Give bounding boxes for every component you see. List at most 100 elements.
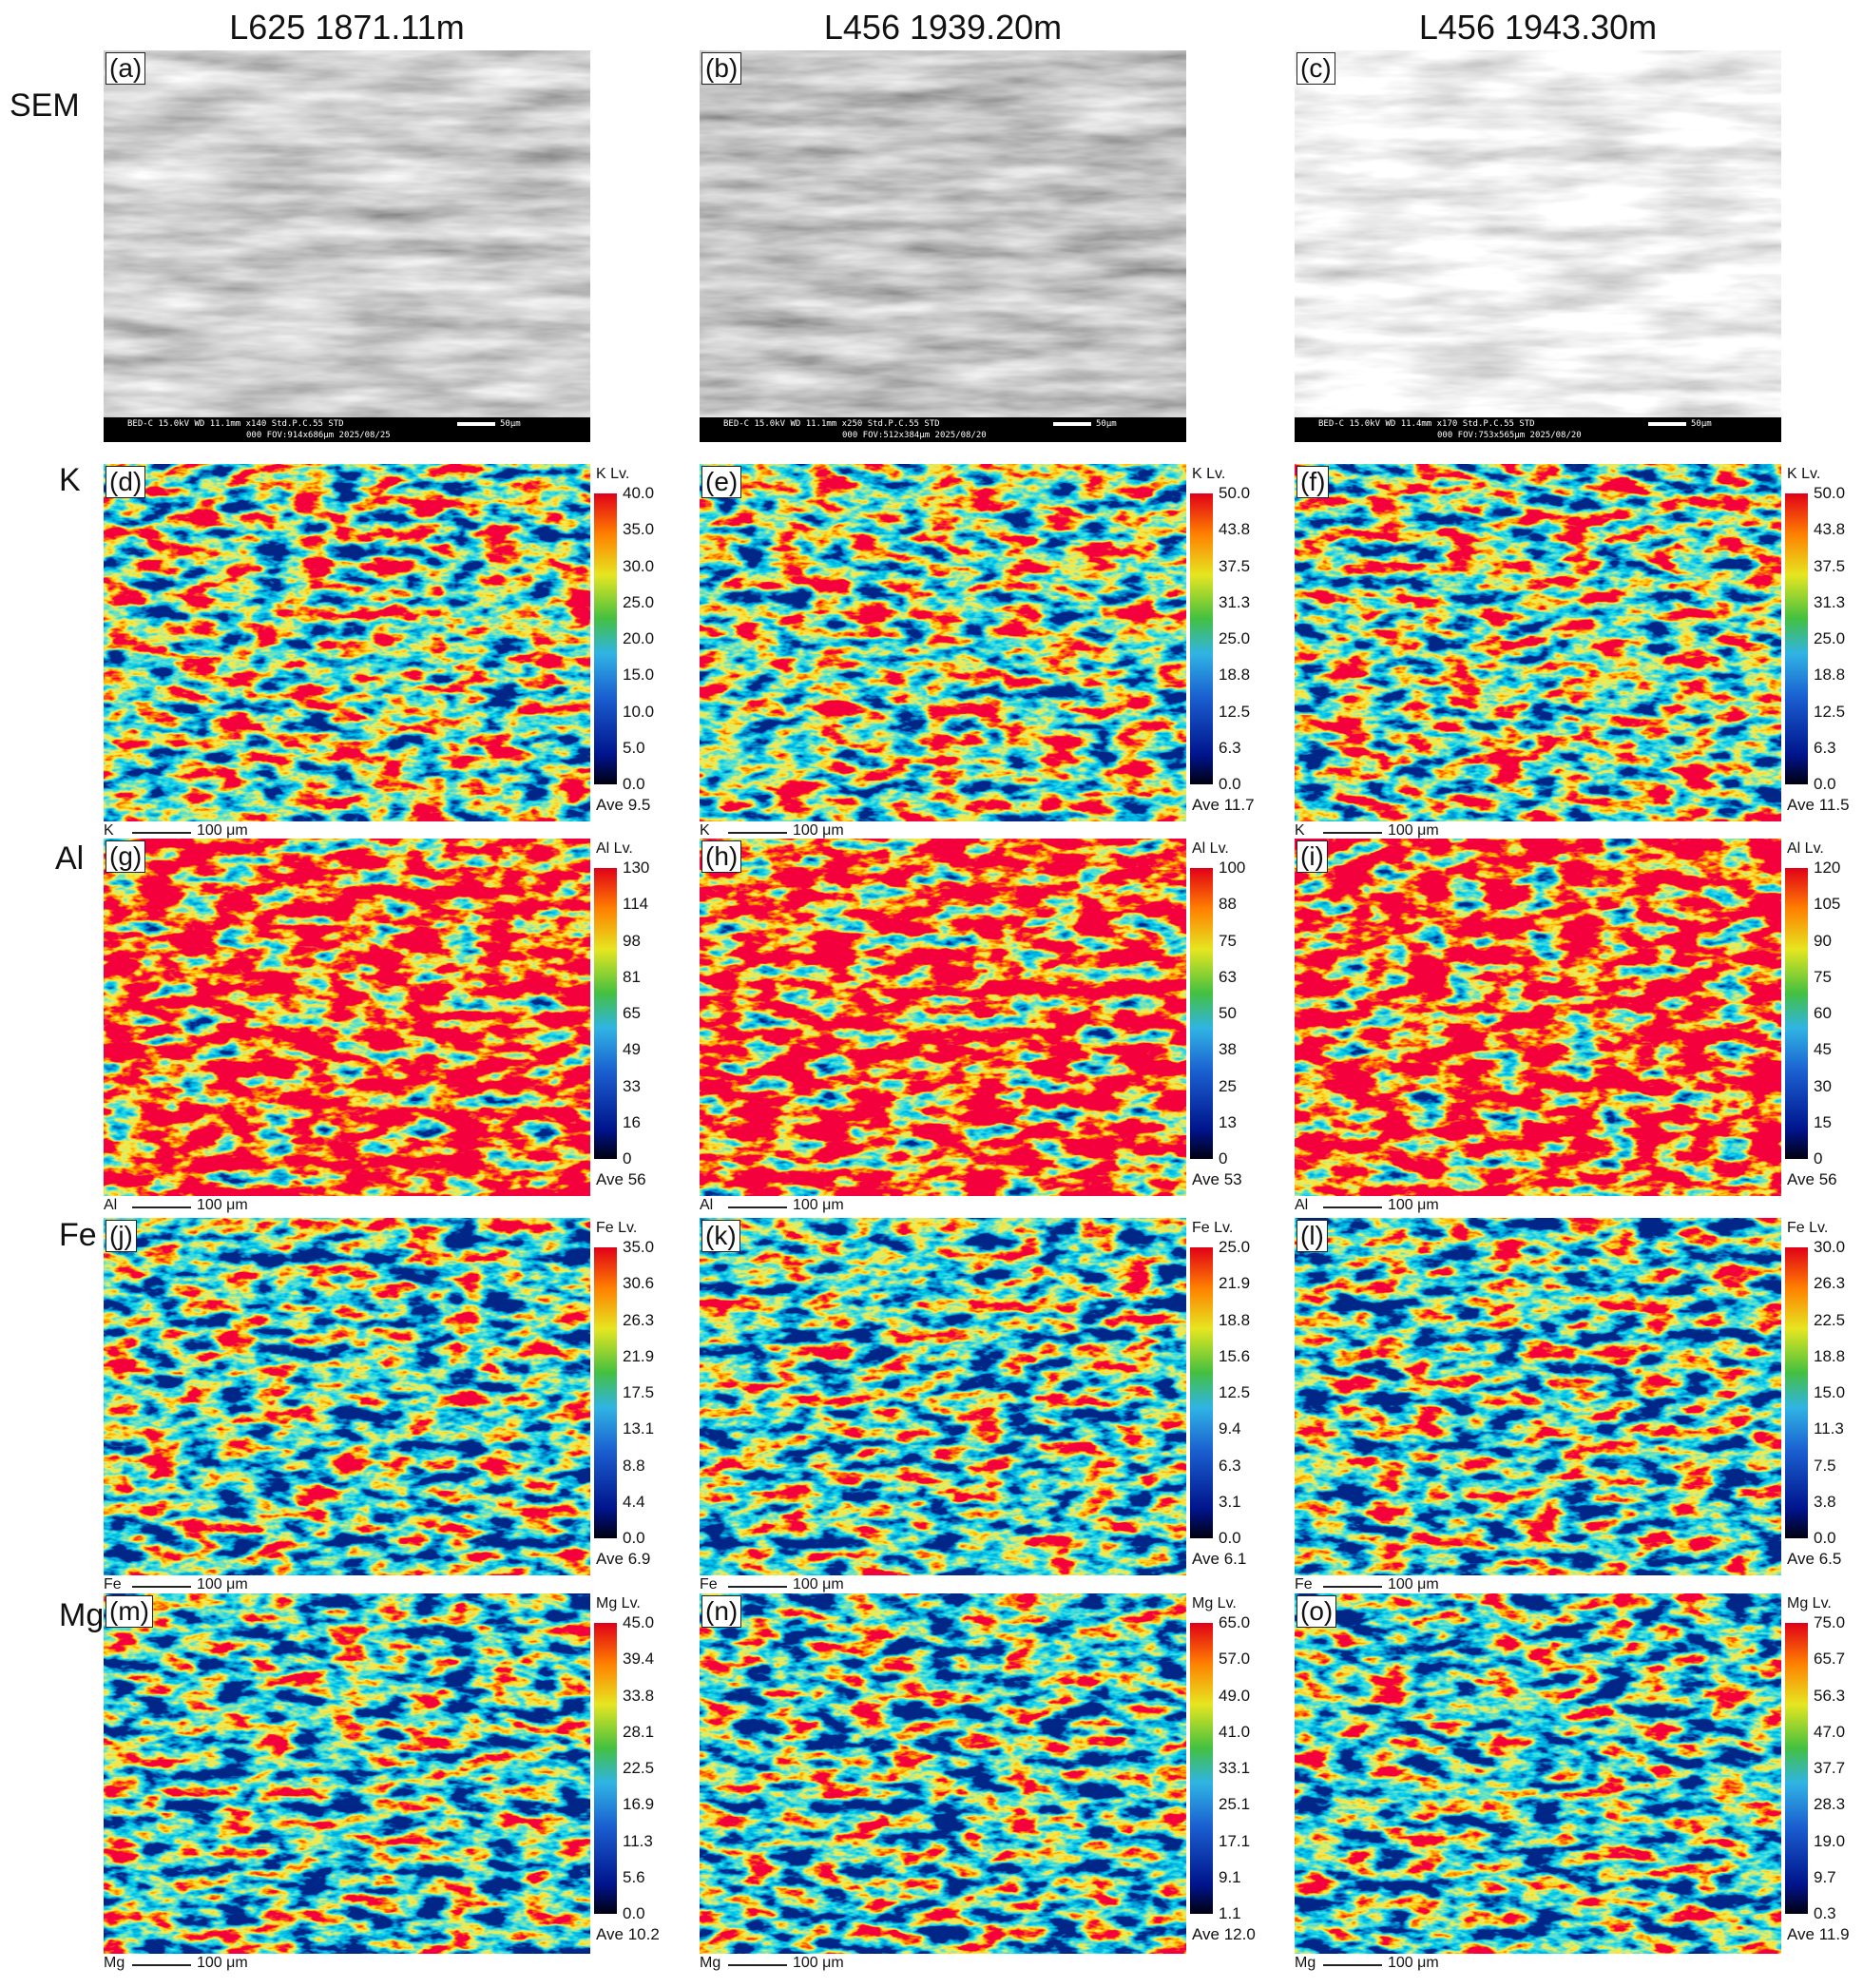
tick-label: 37.7: [1814, 1759, 1846, 1777]
scale-bar: [728, 1586, 787, 1588]
tick-label: 9.7: [1814, 1867, 1836, 1886]
tick-label: 65.0: [1219, 1613, 1251, 1631]
tick-label: 22.5: [1814, 1310, 1846, 1329]
tick-label: 98: [623, 931, 641, 950]
scale-element: Fe: [104, 1576, 122, 1592]
sem-image: [700, 50, 1186, 442]
info-line: BED-C 15.0kV WD 11.4mm x170 Std.P.C.55 S…: [1318, 419, 1535, 429]
tick-label: 25: [1219, 1076, 1237, 1095]
scale-element: Mg: [104, 1955, 125, 1971]
tick-label: 15.0: [1814, 1383, 1846, 1401]
tick-label: 35.0: [623, 1238, 655, 1256]
row-label: Al: [55, 840, 85, 877]
tick-label: 50.0: [1219, 484, 1251, 502]
tick-label: 9.4: [1219, 1419, 1241, 1438]
average-label: Ave 10.2: [596, 1925, 660, 1943]
tick-label: 1.1: [1219, 1904, 1241, 1922]
average-label: Ave 6.1: [1192, 1550, 1247, 1568]
tick-label: 49.0: [1219, 1686, 1251, 1705]
color-bar: [594, 1247, 617, 1538]
legend-title: Mg Lv.: [1192, 1595, 1237, 1612]
legend-title: K Lv.: [1192, 466, 1226, 482]
element-map: [1295, 1593, 1781, 1954]
color-bar: [1785, 493, 1808, 784]
tick-label: 57.0: [1219, 1650, 1251, 1669]
tick-label: 0: [1814, 1149, 1823, 1168]
panel-letter: (i): [1296, 840, 1328, 873]
average-label: Ave 6.9: [596, 1550, 651, 1568]
panel-letter: (l): [1296, 1220, 1328, 1252]
tick-label: 12.5: [1219, 1383, 1251, 1401]
element-map: [104, 1218, 590, 1575]
panel-letter: (k): [701, 1220, 740, 1252]
column-title: L456 1943.30m: [1418, 8, 1658, 47]
tick-label: 12.5: [1219, 702, 1251, 721]
info-line: 000 FOV:753x565μm 2025/08/20: [1437, 431, 1582, 440]
average-label: Ave 9.5: [596, 796, 651, 814]
scale-label: 100 μm: [793, 1955, 844, 1971]
scale-label: 100 μm: [197, 1576, 248, 1592]
legend-title: Fe Lv.: [1787, 1220, 1829, 1236]
scale-element: K: [1295, 822, 1305, 839]
sem-scale-label: 50μm: [1096, 419, 1117, 429]
element-map: [1295, 464, 1781, 821]
color-bar: [594, 493, 617, 784]
column-title: L456 1939.20m: [823, 8, 1063, 47]
tick-label: 3.1: [1219, 1492, 1241, 1511]
scale-label: 100 μm: [1388, 822, 1439, 839]
tick-label: 0.0: [623, 1904, 645, 1922]
tick-label: 5.6: [623, 1867, 645, 1886]
color-bar: [1785, 868, 1808, 1159]
scale-bar: [132, 1206, 191, 1208]
panel-letter: (j): [106, 1220, 137, 1252]
tick-label: 35.0: [623, 520, 655, 539]
tick-label: 0.0: [1814, 1529, 1836, 1547]
tick-label: 38: [1219, 1040, 1237, 1059]
tick-label: 75.0: [1814, 1613, 1846, 1631]
tick-label: 28.3: [1814, 1795, 1846, 1814]
tick-label: 15.0: [623, 666, 655, 685]
scale-element: Mg: [1295, 1955, 1316, 1971]
tick-label: 47.0: [1814, 1722, 1846, 1741]
tick-label: 8.8: [623, 1456, 645, 1475]
color-bar: [1785, 1247, 1808, 1538]
tick-label: 65.7: [1814, 1650, 1846, 1669]
tick-label: 0.0: [1814, 775, 1836, 793]
panel-letter: (o): [1296, 1595, 1337, 1628]
tick-label: 0: [623, 1149, 632, 1168]
panel-letter: (e): [701, 466, 742, 498]
scale-label: 100 μm: [1388, 1955, 1439, 1971]
tick-label: 28.1: [623, 1722, 655, 1741]
row-label: Mg: [59, 1597, 105, 1633]
row-label: K: [59, 462, 81, 498]
tick-label: 120: [1814, 859, 1841, 877]
scale-bar: [132, 832, 191, 834]
color-bar: [1190, 868, 1213, 1159]
scale-element: Mg: [700, 1955, 721, 1971]
info-line: 000 FOV:914x686μm 2025/08/25: [246, 431, 391, 440]
tick-label: 114: [623, 895, 649, 914]
average-label: Ave 56: [596, 1170, 646, 1188]
panel-letter: (c): [1296, 52, 1335, 85]
tick-label: 18.8: [1814, 666, 1846, 685]
color-bar: [1785, 1623, 1808, 1914]
tick-label: 18.8: [1814, 1346, 1846, 1365]
average-label: Ave 11.5: [1787, 796, 1850, 814]
tick-label: 81: [623, 967, 641, 986]
tick-label: 60: [1814, 1004, 1832, 1022]
tick-label: 3.8: [1814, 1492, 1836, 1511]
tick-label: 25.0: [1219, 1238, 1251, 1256]
panel-letter: (f): [1296, 466, 1330, 498]
scale-element: Al: [700, 1197, 714, 1213]
tick-label: 25.0: [623, 592, 655, 611]
element-map: [104, 464, 590, 821]
legend-title: Mg Lv.: [596, 1595, 641, 1612]
tick-label: 25.0: [1814, 629, 1846, 647]
tick-label: 25.1: [1219, 1795, 1251, 1814]
tick-label: 30.0: [1814, 1238, 1846, 1256]
panel-letter: (h): [701, 840, 742, 873]
tick-label: 13.1: [623, 1419, 655, 1438]
info-line: BED-C 15.0kV WD 11.1mm x250 Std.P.C.55 S…: [723, 419, 940, 429]
tick-label: 37.5: [1219, 556, 1251, 575]
scale-element: Fe: [700, 1576, 718, 1592]
